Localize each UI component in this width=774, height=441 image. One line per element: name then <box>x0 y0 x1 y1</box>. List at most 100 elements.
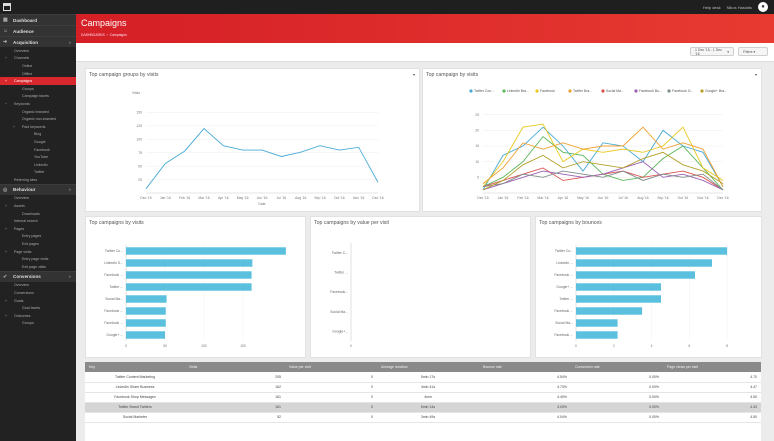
sidebar-item-downloads[interactable]: Downloads <box>0 210 76 218</box>
category-label: LinkedIn ... <box>556 261 573 265</box>
table-row[interactable]: LinkedIn Share Business 162 0 4min 41s 4.73%… <box>85 382 761 393</box>
column-header[interactable]: Visits <box>185 362 285 372</box>
filters-button[interactable]: Filters ▾ <box>738 47 768 56</box>
bar <box>576 283 661 291</box>
sidebar-section-behaviour[interactable]: ◎ Behaviour ˄ <box>0 183 76 195</box>
table-body: Twitter Content Marketing 205 0 5min 17s 4.5… <box>85 372 761 423</box>
user-avatar-icon[interactable]: ● <box>758 2 768 12</box>
expand-icon[interactable]: + <box>5 56 7 61</box>
table-row[interactable]: Twitter Brand Twitters 161 0 5min 14s 3.03% 0… <box>85 402 761 413</box>
column-header[interactable]: Page views per visit <box>663 362 761 372</box>
table-cell: 162 <box>185 382 285 393</box>
sidebar-item-overview[interactable]: Overview <box>0 195 76 203</box>
sidebar-item-groups[interactable]: Groups <box>0 320 76 328</box>
table-cell: 0 <box>285 382 377 393</box>
sidebar-item-organic-branded[interactable]: Organic branded <box>0 108 76 116</box>
sidebar-item-goals[interactable]: + Goals <box>0 297 76 305</box>
table-cell: 4.54% <box>479 372 571 383</box>
sidebar-item-paid-keywords[interactable]: + Paid keywords <box>0 123 76 131</box>
sidebar-section-audience[interactable]: ☺ Audience <box>0 25 76 36</box>
sidebar-item-pages[interactable]: + Pages <box>0 225 76 233</box>
column-header[interactable]: Bounce rate <box>479 362 571 372</box>
table-cell: 4.04% <box>479 412 571 423</box>
sidebar-item-label: Facebook <box>34 147 50 152</box>
sidebar-item-label: Twitter <box>34 170 45 175</box>
breadcrumb-root[interactable]: DASHBOARDS <box>81 33 105 37</box>
sidebar-item-channels[interactable]: + Channels <box>0 55 76 63</box>
sidebar-item-offline[interactable]: Offline <box>0 70 76 78</box>
sidebar-item-referring-sites[interactable]: Referring sites <box>0 176 76 184</box>
category-label: Google+ ... <box>556 285 573 289</box>
sidebar-item-twitter[interactable]: Twitter <box>0 169 76 177</box>
sidebar-item-page-visits[interactable]: + Page visits <box>0 248 76 256</box>
column-header[interactable]: Value per visit <box>285 362 377 372</box>
sidebar-item-label: LinkedIn <box>34 162 48 167</box>
expand-icon[interactable]: + <box>5 204 7 209</box>
table-cell: 4min <box>377 392 479 403</box>
sidebar-item-outcomes[interactable]: + Outcomes <box>0 312 76 320</box>
expand-icon[interactable]: + <box>13 124 15 129</box>
x-tick-label: 50 <box>163 344 167 348</box>
table-header-row: Key Visits Value per visit Average duration… <box>85 362 761 372</box>
legend-marker <box>601 89 605 93</box>
sidebar-item-organic-non-branded[interactable]: Organic non-branded <box>0 115 76 123</box>
sidebar-item-online[interactable]: Online <box>0 62 76 70</box>
breadcrumb-current: Campaigns <box>109 33 127 37</box>
expand-icon[interactable]: + <box>5 79 7 84</box>
sidebar-item-entry-page-visits[interactable]: Entry page visits <box>0 255 76 263</box>
sidebar-item-overview[interactable]: Overview <box>0 47 76 55</box>
column-header[interactable]: Average duration <box>377 362 479 372</box>
expand-icon[interactable]: + <box>5 313 7 318</box>
sidebar-item-linkedin[interactable]: LinkedIn <box>0 161 76 169</box>
sidebar-item-label: Bing <box>34 132 42 137</box>
sidebar-item-goal-facets[interactable]: Goal facets <box>0 304 76 312</box>
chart-menu-icon[interactable]: ▾ <box>754 72 757 77</box>
table-row[interactable]: Facebook Shop Messages 161 0 4min 4.49% 0.00%… <box>85 392 761 403</box>
chevron-up-icon: ˄ <box>68 187 71 193</box>
category-label: Facebook ... <box>554 333 573 337</box>
sidebar-item-label: Goal facets <box>22 306 41 311</box>
sidebar-item-google[interactable]: Google <box>0 138 76 146</box>
table-row[interactable]: Social Marketer 52 0 3min 49s 4.04% 0.00% 4.50 <box>85 412 761 423</box>
sidebar-item-youtube[interactable]: YouTube <box>0 153 76 161</box>
sidebar-item-label: Conversions <box>14 291 34 296</box>
sidebar-item-campaigns[interactable]: + Campaigns <box>0 77 76 85</box>
sidebar-item-internal-search[interactable]: Internal search <box>0 217 76 225</box>
y-tick-label: 100 <box>136 137 142 141</box>
sidebar-item-exit-page-visits[interactable]: Exit page visits <box>0 263 76 271</box>
sidebar-item-conversions[interactable]: Conversions <box>0 289 76 297</box>
sidebar-section-conversions[interactable]: ✔ Conversions ˄ <box>0 270 76 282</box>
table-row[interactable]: Twitter Content Marketing 205 0 5min 17s 4.5… <box>85 372 761 383</box>
chevron-up-icon: ˄ <box>68 274 71 280</box>
expand-icon[interactable]: + <box>5 249 7 254</box>
sidebar-item-exit-pages[interactable]: Exit pages <box>0 240 76 248</box>
table-cell: 0.00% <box>571 382 663 393</box>
sidebar-item-entry-pages[interactable]: Entry pages <box>0 233 76 241</box>
bar <box>576 319 618 327</box>
expand-icon[interactable]: + <box>5 101 7 106</box>
table-cell: 4.47 <box>663 382 761 393</box>
sidebar-item-facebook[interactable]: Facebook <box>0 146 76 154</box>
sidebar-item-overview[interactable]: Overview <box>0 282 76 290</box>
table-cell: 0.00% <box>571 372 663 383</box>
sidebar-section-acquisition[interactable]: ➔ Acquisition ˄ <box>0 36 76 47</box>
sidebar-item-bing[interactable]: Bing <box>0 131 76 139</box>
chart-menu-icon[interactable]: ▾ <box>412 72 415 77</box>
table-cell: 161 <box>185 392 285 403</box>
user-name[interactable]: Nikos Hasiotis <box>726 4 752 10</box>
sidebar-item-keywords[interactable]: + Keywords <box>0 100 76 108</box>
breadcrumb-separator-icon: › <box>105 33 109 37</box>
sidebar-item-campaign-facets[interactable]: Campaign facets <box>0 93 76 101</box>
sidebar-item-assets[interactable]: + Assets <box>0 202 76 210</box>
sidebar-section-dashboard[interactable]: ▦ Dashboard <box>0 14 76 25</box>
column-header[interactable]: Conversion rate <box>571 362 663 372</box>
bar <box>126 271 252 279</box>
bar <box>576 295 661 303</box>
expand-icon[interactable]: + <box>5 226 7 231</box>
date-range-button[interactable]: 1 Dec '15 - 1 Dec '16 ▾ <box>690 47 734 56</box>
sidebar-item-groups[interactable]: Groups <box>0 85 76 93</box>
expand-icon[interactable]: + <box>5 298 7 303</box>
app-logo-icon[interactable] <box>0 0 14 14</box>
help-link[interactable]: Help desk <box>702 4 721 10</box>
column-header[interactable]: Key <box>85 362 185 372</box>
